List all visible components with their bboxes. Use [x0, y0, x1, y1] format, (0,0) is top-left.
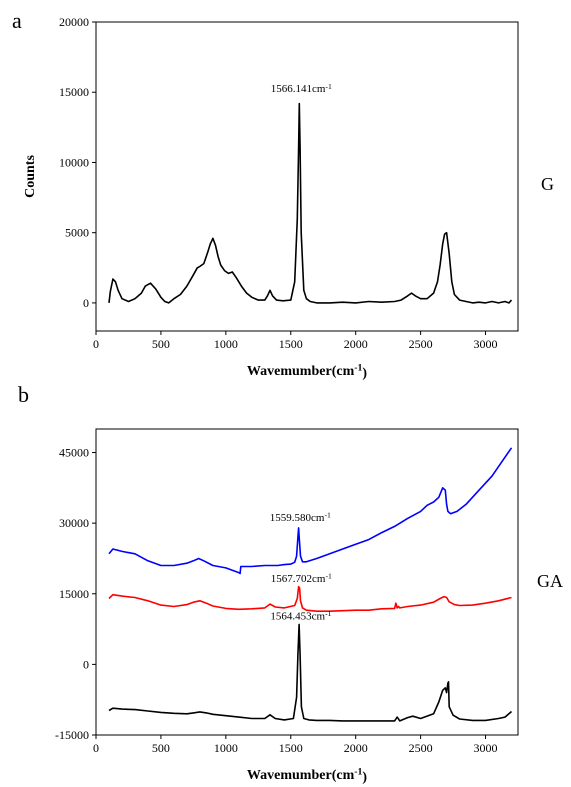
panel-a-side-label: G	[541, 174, 554, 194]
x-tick-label: 2500	[409, 741, 433, 755]
y-tick-label: 15000	[59, 587, 89, 601]
chart-b: 0 500 1000 1500 2000 2500 3000 -15000 0 15000 3000…	[55, 428, 519, 785]
x-tick-label: 0	[93, 741, 99, 755]
plot-frame	[95, 428, 519, 736]
x-tick-label: 3000	[474, 337, 498, 351]
y-tick-label: -15000	[55, 728, 89, 742]
y-tick-label: 0	[83, 657, 89, 671]
panel-letter-b: b	[18, 382, 29, 407]
x-tick-label: 1500	[279, 337, 303, 351]
x-tick-label: 2000	[344, 741, 368, 755]
peak-label: 1566.141cm-1	[271, 82, 332, 95]
peak-label: 1567.702cm-1	[271, 572, 332, 585]
y-tick-label: 45000	[59, 446, 89, 460]
series-line-2	[108, 585, 512, 613]
x-axis-title: Wavemumber(cm-1)	[247, 767, 367, 785]
x-tick-label: 1500	[279, 741, 303, 755]
y-tick-label: 5000	[65, 226, 89, 240]
panel-b-side-label: GA	[537, 571, 563, 591]
y-tick-label: 15000	[59, 85, 89, 99]
x-tick-label: 500	[152, 337, 170, 351]
x-tick-label: 3000	[474, 741, 498, 755]
y-axis-title: Counts	[23, 155, 38, 198]
plot-frame	[95, 21, 519, 332]
x-tick-label: 1000	[214, 741, 238, 755]
x-tick-label: 2500	[409, 337, 433, 351]
y-tick-label: 0	[83, 296, 89, 310]
y-tick-label: 30000	[59, 516, 89, 530]
x-tick-label: 2000	[344, 337, 368, 351]
peak-label: 1559.580cm-1	[270, 510, 331, 523]
y-tick-label: 20000	[59, 15, 89, 29]
x-axis-title: Wavemumber(cm-1)	[247, 363, 367, 381]
panel-letter-a: a	[12, 8, 22, 33]
peak-label: 1564.453cm-1	[270, 609, 331, 622]
series-line-1	[108, 447, 513, 575]
chart-a: 0 500 1000 1500 2000 2500 3000 0 5000 10000 15000 2…	[23, 15, 519, 381]
y-tick-label: 10000	[59, 155, 89, 169]
x-tick-label: 0	[93, 337, 99, 351]
series-line-3	[108, 623, 513, 722]
series-line-1	[108, 102, 513, 304]
x-tick-label: 1000	[214, 337, 238, 351]
x-tick-label: 500	[152, 741, 170, 755]
